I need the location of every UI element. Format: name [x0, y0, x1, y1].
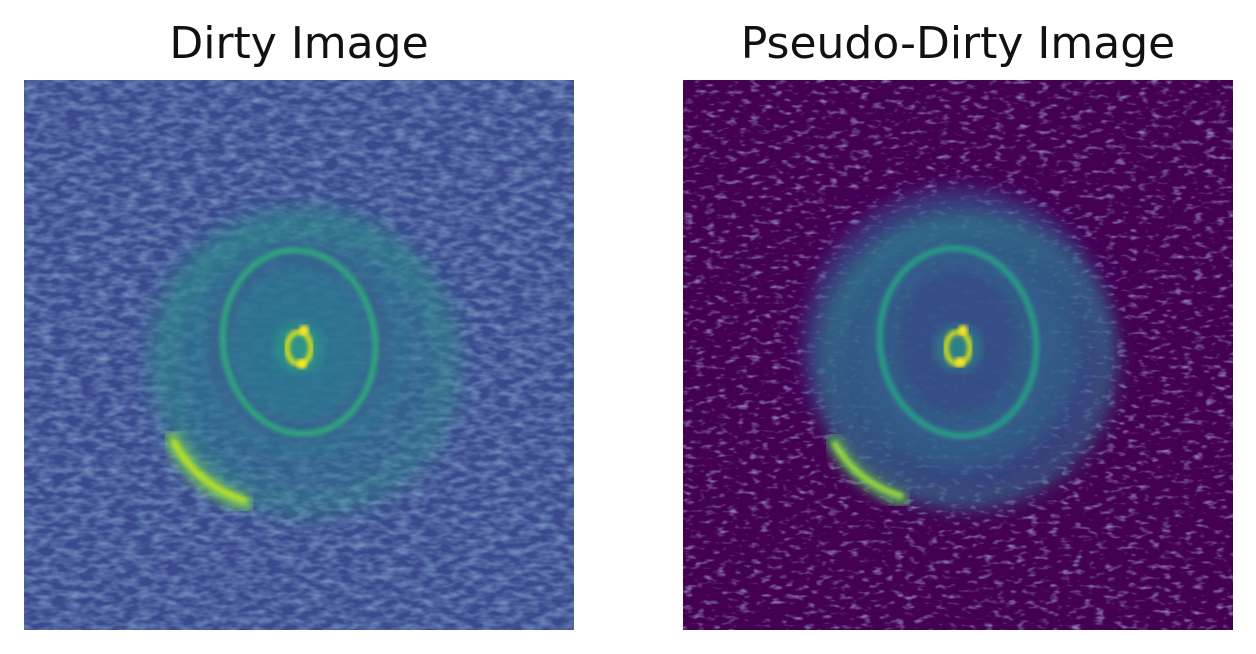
- inner-ring: [876, 245, 1040, 439]
- outer-ring: [818, 215, 1116, 509]
- pseudo-dirty-image-title: Pseudo-Dirty Image: [740, 18, 1176, 69]
- dirty-image-title: Dirty Image: [169, 18, 429, 69]
- dirty-image-panel: [24, 80, 574, 630]
- central-hotspot-bottom: [955, 357, 965, 367]
- pseudo-dirty-image-plot: [683, 80, 1233, 630]
- dirty-image-plot: [24, 80, 574, 630]
- inner-ring: [219, 247, 379, 437]
- pseudo-dirty-image-panel: [683, 80, 1233, 630]
- central-hotspot-top: [958, 325, 968, 335]
- bright-arc: [832, 441, 904, 499]
- outer-ring: [154, 213, 458, 513]
- bright-arc: [171, 439, 247, 503]
- central-hotspot-bottom: [297, 359, 307, 369]
- central-glow: [275, 324, 323, 372]
- central-hotspot-top: [299, 325, 309, 335]
